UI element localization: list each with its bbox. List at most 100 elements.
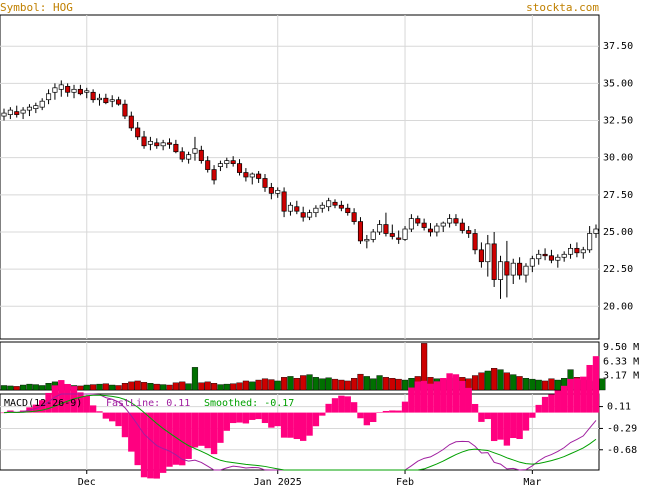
macd-histogram-bar — [541, 396, 549, 413]
candle-body — [192, 148, 198, 154]
volume-bar — [102, 383, 109, 391]
macd-histogram-bar — [229, 412, 237, 424]
candle-body — [186, 154, 192, 160]
candle-body — [20, 109, 26, 114]
volume-bar — [287, 376, 294, 391]
candle-body — [548, 255, 554, 261]
candle-body — [58, 84, 64, 90]
volume-bar — [20, 384, 27, 391]
candle-body — [510, 262, 516, 276]
volume-bar — [179, 381, 186, 391]
macd-histogram-bar — [554, 390, 561, 413]
macd-histogram-bar — [395, 410, 402, 413]
volume-bar — [274, 380, 281, 391]
macd-histogram-bar — [408, 387, 415, 413]
macd-histogram-bar — [58, 380, 65, 413]
volume-bar — [293, 378, 300, 391]
macd-histogram-bar — [191, 412, 199, 448]
candle-body — [46, 93, 52, 101]
volume-bar — [172, 382, 179, 391]
candle-body — [39, 100, 45, 108]
macd-histogram-bar — [401, 401, 409, 413]
macd-histogram-bar — [471, 403, 479, 413]
volume-bar — [96, 383, 103, 391]
volume-tick-label: 6.33 M — [603, 356, 639, 367]
macd-histogram-bar — [77, 392, 84, 413]
macd-histogram-bar — [217, 412, 224, 443]
macd-histogram-bar — [516, 412, 523, 440]
macd-histogram-bar — [147, 412, 154, 479]
volume-bar — [484, 370, 491, 391]
candle-body — [338, 204, 344, 209]
candle-body — [517, 262, 523, 276]
volume-bar — [140, 382, 148, 391]
candle-body — [230, 160, 236, 164]
candle-body — [364, 239, 370, 242]
macd-histogram-bar — [45, 392, 52, 413]
macd-histogram-bar — [548, 394, 555, 413]
candle-body — [84, 90, 90, 93]
volume-bar — [382, 377, 390, 391]
macd-histogram-bar — [210, 412, 218, 455]
volume-bar — [191, 367, 199, 391]
candle-body — [300, 212, 306, 218]
macd-histogram-bar — [179, 412, 186, 466]
macd-tick-label: -0.29 — [607, 423, 637, 434]
candle-body — [332, 201, 338, 206]
macd-tick-label: -0.68 — [607, 445, 637, 456]
candle-body — [389, 233, 395, 237]
candle-body — [408, 218, 414, 230]
candle-body — [561, 253, 567, 258]
candle-body — [307, 212, 313, 218]
macd-histogram-bar — [344, 396, 351, 413]
price-panel — [0, 14, 600, 340]
macd-histogram-bar — [268, 412, 275, 428]
volume-bar — [522, 378, 530, 391]
candle-body — [351, 212, 357, 222]
candle-body — [536, 253, 542, 260]
price-tick-label: 22.50 — [603, 264, 633, 275]
macd-histogram-bar — [325, 403, 332, 413]
candle-body — [319, 204, 325, 209]
macd-histogram-bar — [0, 412, 8, 414]
macd-histogram-bar — [249, 412, 256, 420]
volume-bar — [516, 376, 523, 391]
macd-histogram-bar — [529, 412, 536, 418]
volume-bar — [344, 380, 351, 391]
macd-histogram-bar — [134, 412, 141, 466]
candle-body — [103, 97, 109, 104]
candle-body — [294, 206, 300, 212]
macd-histogram-bar — [198, 412, 205, 446]
macd-histogram-bar — [535, 404, 542, 413]
macd-histogram-bar — [223, 412, 230, 431]
candle-body — [377, 224, 383, 233]
candle-body — [459, 222, 465, 231]
candle-body — [466, 230, 472, 234]
macd-histogram-bar — [522, 412, 530, 431]
volume-bar — [77, 385, 84, 391]
symbol-label: Symbol: HOG — [0, 1, 73, 14]
candle-body — [71, 88, 77, 93]
volume-bar — [370, 378, 377, 391]
candle-body — [122, 103, 128, 117]
macd-histogram-bar — [121, 412, 129, 438]
volume-bar — [497, 369, 504, 391]
volume-bar — [39, 385, 46, 391]
volume-bar — [541, 380, 549, 391]
macd-histogram-bar — [376, 412, 383, 413]
candle-body — [77, 88, 83, 95]
macd-histogram-bar — [573, 378, 581, 413]
volume-bar — [198, 382, 205, 391]
macd-histogram-bar — [115, 412, 122, 427]
volume-bar — [306, 374, 313, 391]
macd-histogram-bar — [440, 378, 447, 413]
macd-histogram-bar — [89, 405, 97, 413]
macd-histogram-bar — [159, 412, 167, 473]
volume-bar — [510, 374, 517, 391]
volume-bar — [529, 378, 536, 391]
candle-body — [128, 115, 134, 129]
volume-bar — [281, 377, 288, 391]
price-tick-label: 37.50 — [603, 41, 633, 52]
candle-body — [1, 112, 7, 117]
candle-body — [96, 97, 103, 101]
